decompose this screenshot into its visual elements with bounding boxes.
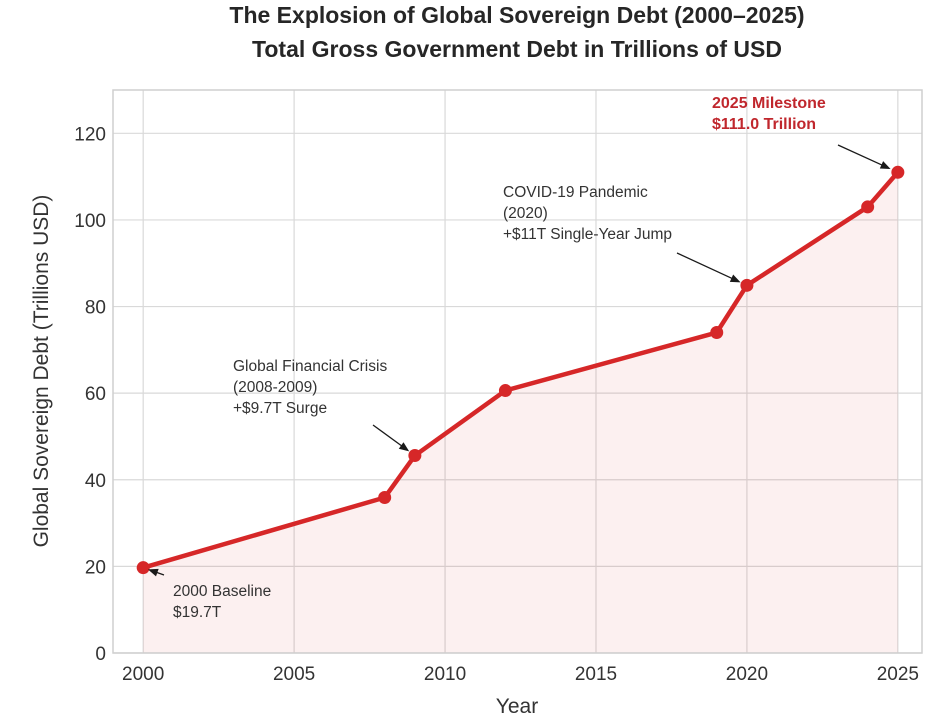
annotation-arrowhead (147, 568, 159, 577)
series-area-fill (143, 172, 898, 654)
y-tick-label: 120 (74, 124, 106, 145)
annotation-text: Global Financial Crisis (233, 358, 387, 375)
annotation-text: 2000 Baseline (173, 583, 271, 600)
plot-frame (112, 89, 923, 654)
y-tick-label: 80 (85, 298, 106, 319)
data-point (710, 326, 724, 340)
x-axis-label: Year (496, 695, 538, 718)
annotation-text: (2008-2009) (233, 379, 317, 396)
x-tick-label: 2025 (877, 664, 919, 685)
x-tick-label: 2015 (575, 664, 617, 685)
data-point (408, 449, 422, 463)
annotation-text: $19.7T (173, 604, 222, 621)
annotation-arrowhead (879, 161, 891, 169)
data-point (861, 200, 875, 214)
annotation-arrowhead (729, 274, 741, 283)
y-tick-label: 100 (74, 211, 106, 232)
annotation-arrow (372, 424, 404, 448)
y-tick-label: 20 (85, 557, 106, 578)
annotations: 2000 Baseline $19.7T Global Financial Cris… (147, 95, 891, 621)
x-tick-label: 2010 (424, 664, 466, 685)
data-point (136, 561, 150, 575)
chart-subtitle: Total Gross Government Debt in Trillions… (252, 36, 782, 62)
x-axis-ticks: 2000 2005 2010 2015 2020 2025 (122, 664, 919, 685)
x-tick-label: 2020 (726, 664, 768, 685)
annotation-text: +$9.7T Surge (233, 400, 327, 417)
chart-title: The Explosion of Global Sovereign Debt (… (229, 2, 804, 28)
x-tick-label: 2000 (122, 664, 164, 685)
area-fill (143, 172, 898, 654)
data-point (740, 278, 754, 292)
annotation-text: COVID-19 Pandemic (503, 184, 648, 201)
x-tick-label: 2005 (273, 664, 315, 685)
y-axis-label: Global Sovereign Debt (Trillions USD) (30, 195, 53, 548)
series-line (140, 170, 901, 570)
y-axis-ticks: 0 20 40 60 80 100 120 (74, 124, 106, 665)
grid (113, 90, 922, 654)
annotation-text: (2020) (503, 205, 548, 222)
milestone-annotation-text: 2025 Milestone (712, 95, 826, 112)
data-point (498, 384, 512, 398)
annotation-arrow (676, 252, 735, 281)
data-point (378, 491, 392, 505)
annotation-arrow (837, 144, 885, 167)
y-tick-label: 40 (85, 471, 106, 492)
annotation-text: +$11T Single-Year Jump (503, 226, 672, 243)
y-tick-label: 0 (95, 644, 106, 665)
series-line-layer (140, 170, 901, 570)
data-points (136, 165, 905, 575)
y-tick-label: 60 (85, 384, 106, 405)
data-point (891, 165, 905, 179)
milestone-annotation-text: $111.0 Trillion (712, 116, 816, 133)
annotation-arrowhead (398, 442, 410, 452)
